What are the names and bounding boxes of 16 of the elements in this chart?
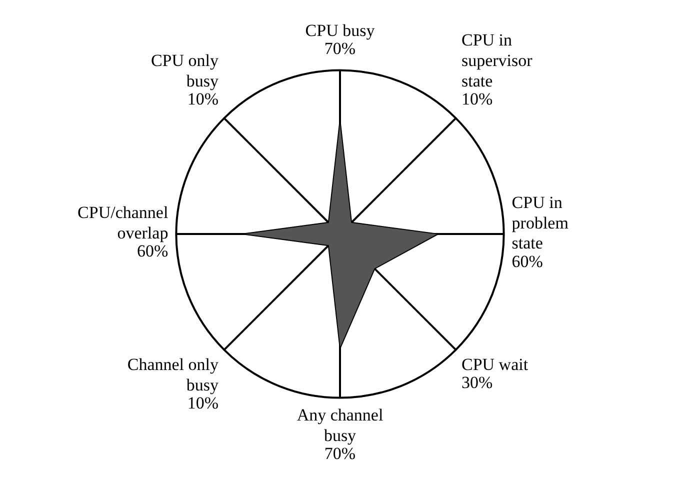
text: 10% <box>461 89 493 108</box>
text: 70% <box>324 444 356 463</box>
spoke-label: CPU/channel overlap <box>78 203 168 242</box>
text: 60% <box>137 242 168 261</box>
text: 30% <box>461 373 493 392</box>
text: 70% <box>324 39 356 58</box>
spoke-label: Channel only busy <box>127 355 220 395</box>
spoke-label: CPU only busy <box>150 50 220 90</box>
spoke-label: CPU in problem state <box>512 192 568 253</box>
spoke-label: CPU in supervisor state <box>461 30 533 90</box>
text: 10% <box>187 394 219 413</box>
spoke-label: CPU busy <box>305 21 376 40</box>
spoke-label: CPU wait <box>461 355 528 374</box>
text: 10% <box>187 89 219 108</box>
spoke-label: Any channel busy <box>296 405 384 445</box>
text: 60% <box>512 252 543 271</box>
